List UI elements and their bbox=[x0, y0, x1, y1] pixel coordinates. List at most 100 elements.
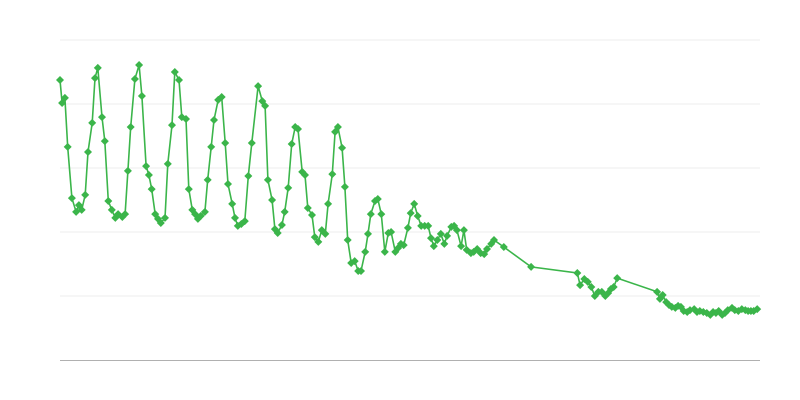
data-point bbox=[161, 213, 169, 222]
data-point bbox=[144, 171, 153, 180]
data-point bbox=[364, 229, 372, 238]
data-point bbox=[217, 92, 226, 101]
data-point bbox=[77, 205, 86, 214]
data-point bbox=[273, 228, 282, 237]
data-point bbox=[268, 196, 277, 204]
data-point bbox=[613, 274, 622, 283]
data-point bbox=[653, 287, 662, 296]
data-point bbox=[399, 241, 408, 250]
data-point bbox=[137, 92, 146, 100]
data-point bbox=[130, 75, 139, 84]
data-point bbox=[440, 239, 449, 248]
data-point bbox=[452, 226, 461, 235]
data-point bbox=[338, 143, 347, 152]
data-point bbox=[104, 196, 113, 205]
data-point bbox=[170, 68, 179, 76]
data-point bbox=[121, 210, 130, 219]
data-point bbox=[203, 175, 212, 184]
data-point bbox=[156, 219, 165, 228]
data-point bbox=[308, 211, 316, 220]
data-point bbox=[410, 199, 419, 208]
data-point bbox=[135, 60, 144, 69]
data-point bbox=[175, 76, 183, 84]
data-point bbox=[387, 228, 396, 236]
data-point bbox=[56, 76, 64, 84]
data-point bbox=[287, 140, 296, 148]
data-point bbox=[100, 137, 109, 146]
data-point bbox=[210, 116, 218, 124]
data-point bbox=[609, 283, 618, 292]
data-point bbox=[433, 236, 442, 244]
data-point bbox=[163, 159, 172, 168]
data-point bbox=[303, 204, 312, 212]
data-point bbox=[63, 142, 72, 151]
data-point bbox=[436, 229, 445, 238]
data-point bbox=[340, 182, 349, 191]
data-point bbox=[459, 226, 468, 235]
data-point bbox=[424, 221, 433, 230]
data-point bbox=[247, 139, 256, 148]
data-point bbox=[429, 242, 438, 251]
data-point bbox=[277, 220, 286, 229]
data-point bbox=[380, 247, 389, 256]
data-point bbox=[84, 148, 92, 156]
data-point bbox=[244, 172, 253, 180]
data-point bbox=[343, 236, 352, 244]
data-point bbox=[93, 63, 102, 72]
data-point bbox=[196, 212, 205, 220]
data-point bbox=[357, 267, 365, 276]
data-point bbox=[284, 183, 293, 192]
data-point bbox=[224, 180, 232, 188]
data-point bbox=[228, 199, 237, 208]
data-point bbox=[658, 291, 667, 300]
data-point bbox=[373, 195, 382, 204]
data-point bbox=[324, 199, 333, 208]
data-point bbox=[587, 283, 596, 292]
data-point bbox=[583, 277, 592, 286]
data-point bbox=[91, 74, 99, 83]
data-point bbox=[753, 305, 762, 314]
data-point bbox=[147, 185, 156, 194]
data-point bbox=[377, 210, 386, 219]
data-point bbox=[361, 247, 370, 256]
data-point bbox=[142, 162, 151, 171]
data-point bbox=[457, 242, 466, 251]
data-point bbox=[301, 171, 309, 180]
data-point bbox=[67, 194, 76, 203]
series-line bbox=[59, 64, 758, 316]
data-point bbox=[350, 257, 359, 266]
data-point bbox=[107, 205, 116, 214]
data-point bbox=[443, 231, 452, 240]
data-point bbox=[328, 170, 337, 179]
data-point bbox=[261, 101, 270, 110]
data-point bbox=[427, 234, 435, 243]
data-point bbox=[60, 93, 69, 102]
data-point bbox=[527, 262, 536, 271]
data-point bbox=[280, 207, 289, 216]
data-point bbox=[221, 139, 230, 148]
data-point bbox=[366, 210, 375, 219]
data-point bbox=[200, 207, 209, 216]
data-point bbox=[403, 223, 412, 232]
data-point bbox=[490, 236, 498, 244]
data-point bbox=[88, 118, 97, 127]
data-point bbox=[483, 244, 491, 253]
data-point bbox=[263, 175, 272, 184]
data-point bbox=[123, 166, 132, 175]
data-point bbox=[182, 115, 190, 124]
data-point bbox=[314, 237, 323, 246]
data-point bbox=[207, 142, 216, 151]
data-point bbox=[573, 268, 582, 277]
data-point bbox=[184, 185, 193, 194]
data-point bbox=[576, 281, 585, 290]
data-point bbox=[254, 82, 263, 91]
plot-area bbox=[56, 60, 762, 319]
data-point bbox=[406, 209, 415, 218]
data-point bbox=[81, 190, 90, 199]
data-point bbox=[240, 217, 249, 226]
data-point bbox=[333, 123, 342, 132]
data-point bbox=[231, 213, 239, 222]
data-point bbox=[98, 113, 106, 122]
data-point bbox=[413, 212, 422, 220]
